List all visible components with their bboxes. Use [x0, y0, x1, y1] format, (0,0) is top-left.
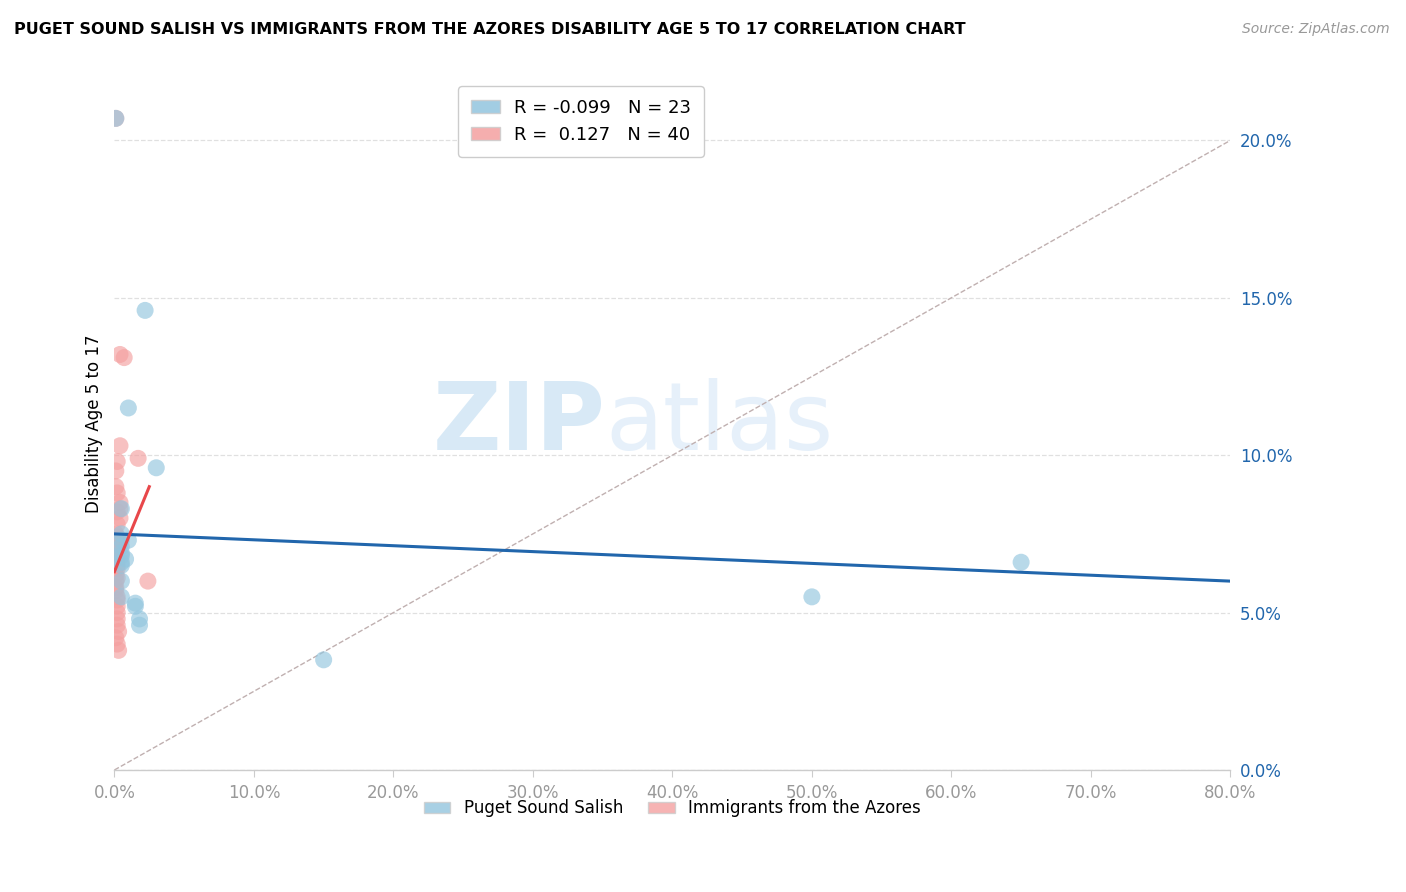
Point [117, 401, 139, 415]
Point [104, 533, 127, 548]
Point [110, 527, 132, 541]
Point [104, 112, 127, 126]
Point [107, 624, 129, 639]
Point [105, 530, 128, 544]
Point [104, 527, 127, 541]
Point [104, 583, 127, 598]
Y-axis label: Disability Age 5 to 17: Disability Age 5 to 17 [86, 334, 103, 513]
Point [104, 464, 127, 478]
Point [104, 631, 127, 645]
Point [110, 558, 132, 573]
Point [110, 555, 132, 569]
Point [134, 303, 156, 318]
Point [104, 567, 127, 582]
Point [108, 439, 131, 453]
Point [105, 593, 128, 607]
Point [105, 606, 128, 620]
Point [112, 351, 135, 365]
Point [124, 599, 146, 614]
Point [107, 643, 129, 657]
Point [108, 501, 131, 516]
Point [105, 517, 128, 532]
Point [312, 653, 335, 667]
Text: PUGET SOUND SALISH VS IMMIGRANTS FROM THE AZORES DISABILITY AGE 5 TO 17 CORRELAT: PUGET SOUND SALISH VS IMMIGRANTS FROM TH… [14, 22, 966, 37]
Point [110, 546, 132, 560]
Point [104, 480, 127, 494]
Point [110, 590, 132, 604]
Point [136, 574, 159, 588]
Point [105, 571, 128, 585]
Point [108, 347, 131, 361]
Point [105, 612, 128, 626]
Point [105, 505, 128, 519]
Point [105, 552, 128, 566]
Point [104, 574, 127, 588]
Point [104, 549, 127, 563]
Text: atlas: atlas [606, 377, 834, 470]
Point [800, 590, 823, 604]
Point [105, 561, 128, 575]
Point [110, 533, 132, 548]
Point [110, 574, 132, 588]
Point [128, 612, 150, 626]
Point [124, 596, 146, 610]
Point [110, 540, 132, 554]
Legend: Puget Sound Salish, Immigrants from the Azores: Puget Sound Salish, Immigrants from the … [418, 793, 928, 824]
Point [104, 542, 127, 557]
Point [105, 637, 128, 651]
Point [105, 599, 128, 614]
Point [104, 112, 127, 126]
Point [105, 618, 128, 632]
Point [105, 558, 128, 573]
Point [105, 540, 128, 554]
Point [110, 549, 132, 563]
Text: Source: ZipAtlas.com: Source: ZipAtlas.com [1241, 22, 1389, 37]
Point [1010, 555, 1032, 569]
Point [104, 581, 127, 595]
Point [145, 460, 167, 475]
Point [105, 590, 128, 604]
Point [105, 486, 128, 500]
Point [114, 552, 136, 566]
Point [108, 511, 131, 525]
Text: ZIP: ZIP [433, 377, 606, 470]
Point [128, 618, 150, 632]
Point [105, 454, 128, 468]
Point [110, 501, 132, 516]
Point [105, 536, 128, 550]
Point [108, 495, 131, 509]
Point [117, 533, 139, 548]
Point [127, 451, 149, 466]
